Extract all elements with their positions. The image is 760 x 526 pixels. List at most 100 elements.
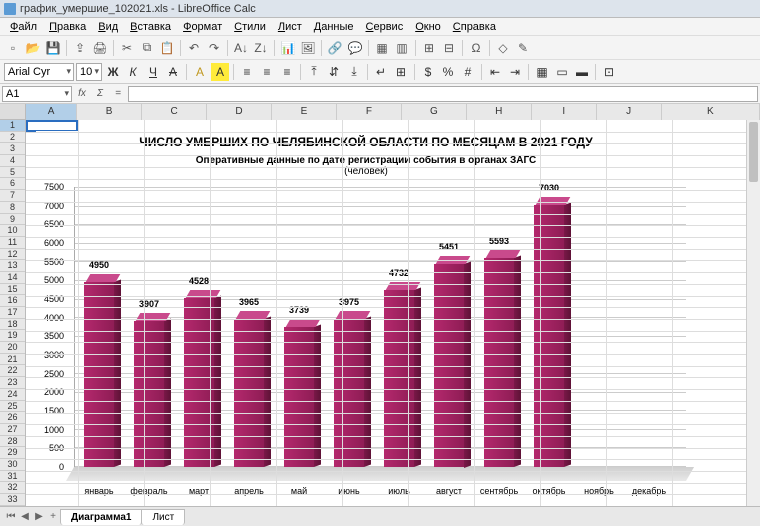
- freeze-icon[interactable]: ⊞: [420, 39, 438, 57]
- row-header-33[interactable]: 33: [0, 494, 25, 506]
- col-header-D[interactable]: D: [207, 104, 272, 120]
- col-header-I[interactable]: I: [532, 104, 597, 120]
- sort-desc-icon[interactable]: Z↓: [252, 39, 270, 57]
- tab-add-button[interactable]: +: [46, 510, 60, 524]
- strike-button[interactable]: A: [164, 63, 182, 81]
- open-icon[interactable]: 📂: [24, 39, 42, 57]
- row-header-3[interactable]: 3: [0, 143, 25, 155]
- tab-next-icon[interactable]: ▶: [32, 510, 46, 524]
- row-header-22[interactable]: 22: [0, 365, 25, 377]
- underline-button[interactable]: Ч: [144, 63, 162, 81]
- col-header-A[interactable]: A: [26, 104, 77, 120]
- row-header-23[interactable]: 23: [0, 377, 25, 389]
- row-header-13[interactable]: 13: [0, 260, 25, 272]
- row-headers[interactable]: 1234567891011121314151617181920212223242…: [0, 120, 26, 506]
- merge-button[interactable]: ⊞: [392, 63, 410, 81]
- tab-diagram1[interactable]: Диаграмма1: [60, 509, 142, 525]
- align-left-button[interactable]: ≡: [238, 63, 256, 81]
- spreadsheet-grid[interactable]: ABCDEFGHIJK 1234567891011121314151617181…: [0, 104, 760, 506]
- menu-стили[interactable]: Стили: [228, 21, 272, 33]
- fx-icon[interactable]: fx: [74, 86, 90, 102]
- row-icon[interactable]: ▦: [373, 39, 391, 57]
- menu-правка[interactable]: Правка: [43, 21, 92, 33]
- hyperlink-icon[interactable]: 🔗: [326, 39, 344, 57]
- number-button[interactable]: #: [459, 63, 477, 81]
- active-cell[interactable]: [26, 120, 78, 132]
- row-header-31[interactable]: 31: [0, 471, 25, 483]
- shapes-icon[interactable]: ◇: [494, 39, 512, 57]
- col-header-H[interactable]: H: [467, 104, 532, 120]
- row-header-1[interactable]: 1: [0, 120, 25, 132]
- row-header-10[interactable]: 10: [0, 225, 25, 237]
- row-header-6[interactable]: 6: [0, 178, 25, 190]
- scroll-thumb[interactable]: [749, 122, 758, 182]
- row-header-32[interactable]: 32: [0, 482, 25, 494]
- cell-reference[interactable]: A1: [2, 86, 72, 102]
- percent-button[interactable]: %: [439, 63, 457, 81]
- col-header-B[interactable]: B: [77, 104, 142, 120]
- row-header-27[interactable]: 27: [0, 424, 25, 436]
- row-header-20[interactable]: 20: [0, 342, 25, 354]
- italic-button[interactable]: К: [124, 63, 142, 81]
- print-icon[interactable]: 🖨: [91, 39, 109, 57]
- row-header-15[interactable]: 15: [0, 284, 25, 296]
- select-all-corner[interactable]: [0, 104, 26, 120]
- menu-справка[interactable]: Справка: [447, 21, 502, 33]
- row-header-29[interactable]: 29: [0, 447, 25, 459]
- undo-icon[interactable]: ↶: [185, 39, 203, 57]
- row-header-18[interactable]: 18: [0, 319, 25, 331]
- highlight-button[interactable]: A: [211, 63, 229, 81]
- equals-icon[interactable]: =: [110, 86, 126, 102]
- omega-icon[interactable]: Ω: [467, 39, 485, 57]
- image-icon[interactable]: 🖼: [299, 39, 317, 57]
- col-header-K[interactable]: K: [662, 104, 760, 120]
- split-icon[interactable]: ⊟: [440, 39, 458, 57]
- row-header-7[interactable]: 7: [0, 190, 25, 202]
- redo-icon[interactable]: ↷: [205, 39, 223, 57]
- menu-формат[interactable]: Формат: [177, 21, 228, 33]
- sort-asc-icon[interactable]: A↓: [232, 39, 250, 57]
- bgcolor-button[interactable]: ▬: [573, 63, 591, 81]
- bold-button[interactable]: Ж: [104, 63, 122, 81]
- sum-icon[interactable]: Σ: [92, 86, 108, 102]
- row-header-11[interactable]: 11: [0, 237, 25, 249]
- menu-лист[interactable]: Лист: [272, 21, 308, 33]
- row-header-25[interactable]: 25: [0, 401, 25, 413]
- align-right-button[interactable]: ≡: [278, 63, 296, 81]
- font-name-combo[interactable]: Arial Cyr: [4, 63, 74, 81]
- vertical-scrollbar[interactable]: [746, 120, 760, 506]
- col-icon[interactable]: ▥: [393, 39, 411, 57]
- borders-button[interactable]: ▦: [533, 63, 551, 81]
- row-header-12[interactable]: 12: [0, 249, 25, 261]
- row-header-19[interactable]: 19: [0, 330, 25, 342]
- row-header-21[interactable]: 21: [0, 354, 25, 366]
- column-headers[interactable]: ABCDEFGHIJK: [26, 104, 760, 120]
- menu-вид[interactable]: Вид: [92, 21, 124, 33]
- indent-dec-button[interactable]: ⇤: [486, 63, 504, 81]
- col-header-C[interactable]: C: [142, 104, 207, 120]
- row-header-9[interactable]: 9: [0, 214, 25, 226]
- menu-данные[interactable]: Данные: [308, 21, 360, 33]
- menu-окно[interactable]: Окно: [409, 21, 447, 33]
- row-header-26[interactable]: 26: [0, 412, 25, 424]
- row-header-17[interactable]: 17: [0, 307, 25, 319]
- valign-mid-button[interactable]: ⇵: [325, 63, 343, 81]
- font-color-button[interactable]: A: [191, 63, 209, 81]
- chart-icon[interactable]: 📊: [279, 39, 297, 57]
- row-header-30[interactable]: 30: [0, 459, 25, 471]
- tab-sheet[interactable]: Лист: [141, 509, 185, 525]
- new-icon[interactable]: ▫: [4, 39, 22, 57]
- row-header-28[interactable]: 28: [0, 436, 25, 448]
- menu-файл[interactable]: Файл: [4, 21, 43, 33]
- border-style-button[interactable]: ▭: [553, 63, 571, 81]
- tab-prev-icon[interactable]: ◀: [18, 510, 32, 524]
- wrap-button[interactable]: ↵: [372, 63, 390, 81]
- cut-icon[interactable]: ✂: [118, 39, 136, 57]
- tab-first-icon[interactable]: ⏮: [4, 510, 18, 524]
- align-center-button[interactable]: ≡: [258, 63, 276, 81]
- row-header-4[interactable]: 4: [0, 155, 25, 167]
- draw-icon[interactable]: ✎: [514, 39, 532, 57]
- indent-inc-button[interactable]: ⇥: [506, 63, 524, 81]
- conditional-button[interactable]: ⊡: [600, 63, 618, 81]
- copy-icon[interactable]: ⧉: [138, 39, 156, 57]
